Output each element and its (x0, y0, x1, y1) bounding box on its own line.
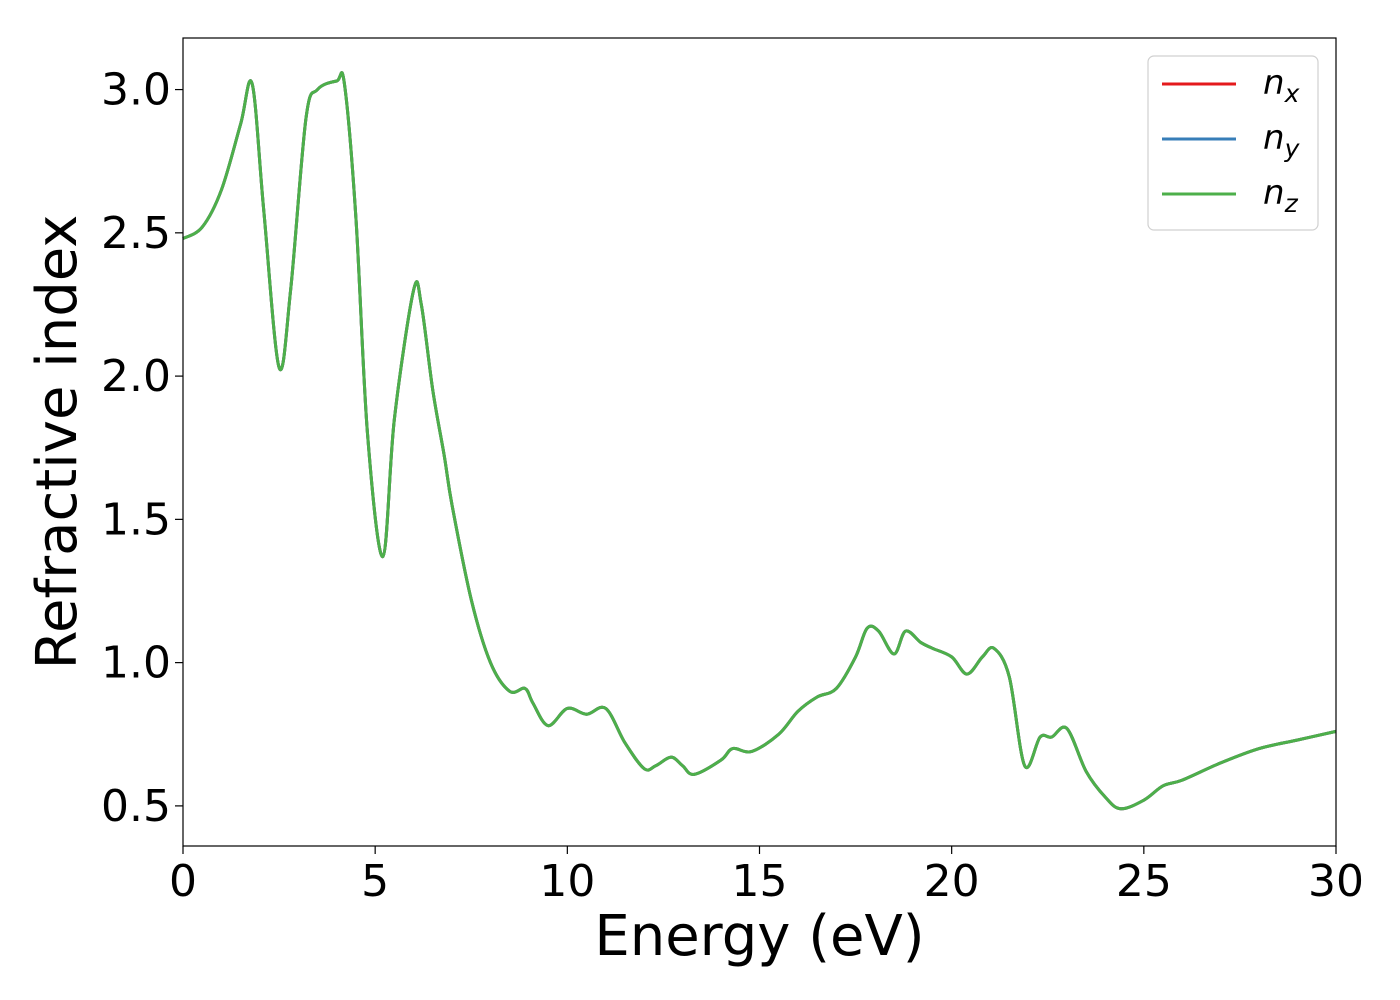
ticks: 0 5 10 15 20 25 30 0.5 1.0 1.5 2.0 2.5 3.0 (101, 65, 1364, 907)
x-tick-label: 25 (1116, 856, 1172, 907)
y-axis-label: Refractive index (25, 215, 90, 670)
y-tick-label: 2.5 (101, 208, 171, 259)
x-tick-label: 5 (361, 856, 389, 907)
y-tick-label: 1.0 (101, 638, 171, 689)
legend-box (1147, 55, 1319, 231)
legend-label: ny (1263, 118, 1301, 163)
legend-label: nz (1263, 173, 1299, 218)
x-tick-label: 10 (539, 856, 595, 907)
y-tick-label: 3.0 (101, 65, 171, 116)
legend-label: nx (1263, 63, 1300, 108)
x-axis-label: Energy (eV) (594, 904, 924, 969)
x-tick-label: 20 (924, 856, 980, 907)
x-tick-label: 30 (1308, 856, 1364, 907)
x-tick-label: 0 (169, 856, 197, 907)
y-tick-label: 1.5 (101, 494, 171, 545)
legend: nx ny nz (1147, 55, 1319, 231)
x-tick-label: 15 (732, 856, 788, 907)
y-tick-label: 2.0 (101, 351, 171, 402)
y-tick-label: 0.5 (101, 781, 171, 832)
plot-lines (182, 71, 1337, 811)
series-line-n-z (182, 71, 1337, 811)
